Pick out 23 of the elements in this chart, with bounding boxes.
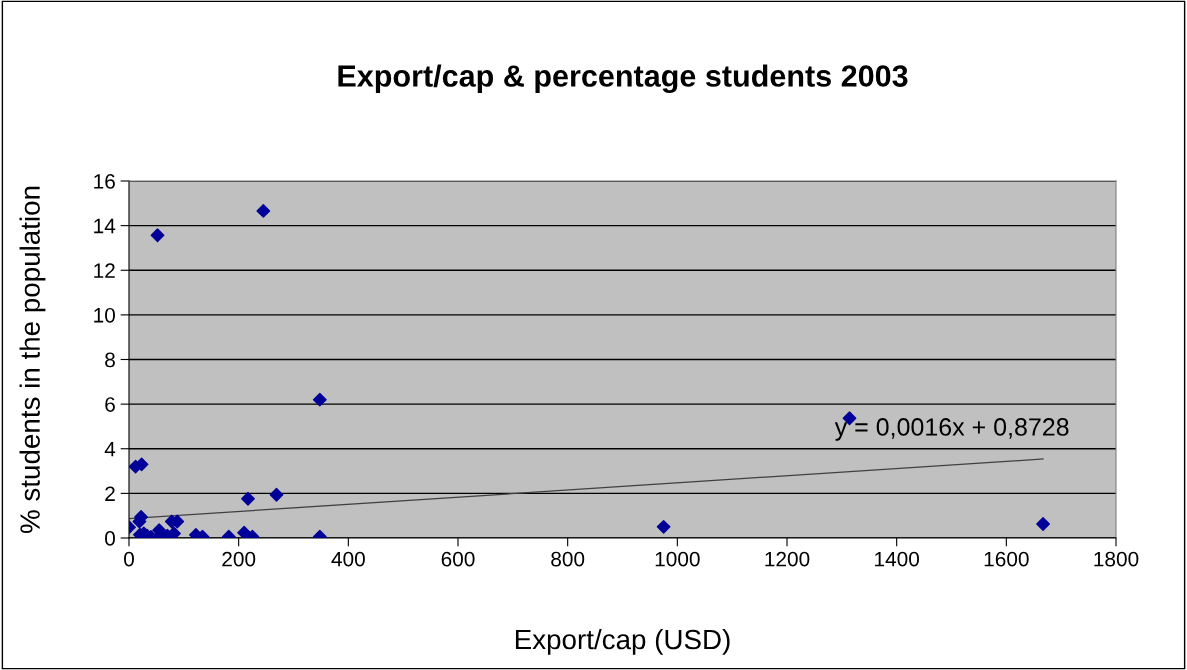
x-tick-label: 1600 xyxy=(984,551,1029,567)
y-tick-label: 14 xyxy=(94,218,116,234)
x-tick-label: 200 xyxy=(222,551,256,567)
x-tick-label: 1200 xyxy=(765,551,810,567)
y-tick-label: 8 xyxy=(105,352,115,368)
x-tick-label: 0 xyxy=(124,551,134,567)
chart-title: Export/cap & percentage students 2003 xyxy=(338,64,908,94)
y-tick-label: 4 xyxy=(104,441,116,457)
y-tick-label: 16 xyxy=(94,174,115,189)
x-tick-label: 1800 xyxy=(1094,551,1139,567)
x-tick-label: 1400 xyxy=(875,551,920,567)
annotation: y = 0,0016x + 0,8728 xyxy=(834,418,1069,441)
x-tick-label: 600 xyxy=(441,551,475,567)
y-tick-label: 2 xyxy=(105,486,115,501)
y-tick-label: 10 xyxy=(94,307,115,323)
y-axis-title: % students in the population xyxy=(19,186,46,533)
y-tick-label: 6 xyxy=(105,397,115,412)
y-tick-label: 0 xyxy=(105,531,115,546)
x-axis-title: Export/cap (USD) xyxy=(515,628,730,655)
x-tick-label: 400 xyxy=(331,551,365,567)
y-tick-label: 12 xyxy=(94,263,115,278)
x-tick-label: 800 xyxy=(551,551,585,567)
x-tick-label: 1000 xyxy=(655,551,700,567)
